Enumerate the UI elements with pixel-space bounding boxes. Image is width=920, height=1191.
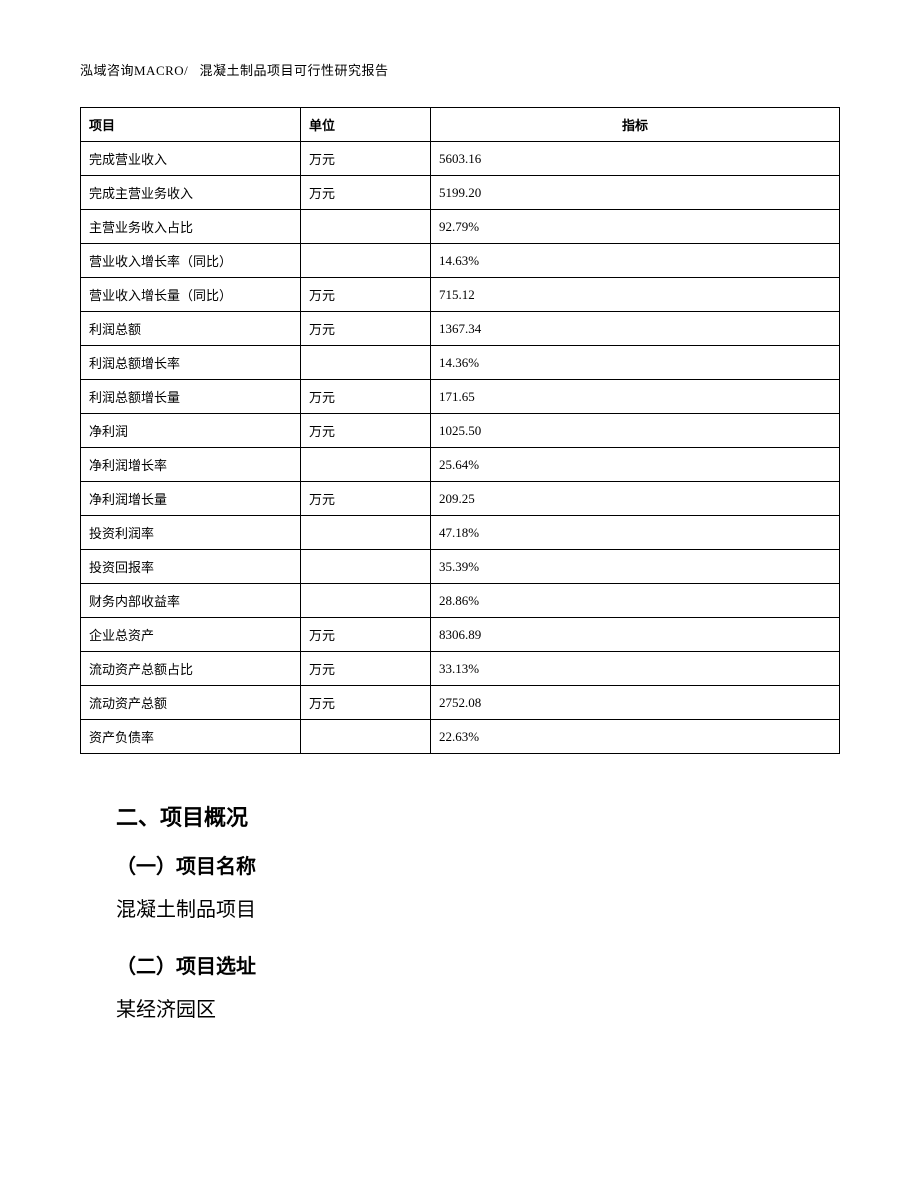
table-row: 流动资产总额占比万元33.13%: [81, 652, 840, 686]
cell-value: 1025.50: [431, 414, 840, 448]
cell-value: 14.36%: [431, 346, 840, 380]
cell-item: 利润总额增长率: [81, 346, 301, 380]
cell-unit: [301, 720, 431, 754]
table-row: 投资利润率 47.18%: [81, 516, 840, 550]
cell-unit: [301, 550, 431, 584]
section-2-2-body: 某经济园区: [116, 993, 840, 1022]
table-row: 企业总资产万元8306.89: [81, 618, 840, 652]
cell-value: 209.25: [431, 482, 840, 516]
table-body: 完成营业收入万元5603.16 完成主营业务收入万元5199.20 主营业务收入…: [81, 142, 840, 754]
cell-item: 利润总额增长量: [81, 380, 301, 414]
table-header-row: 项目 单位 指标: [81, 108, 840, 142]
cell-unit: [301, 584, 431, 618]
cell-item: 投资回报率: [81, 550, 301, 584]
table-row: 营业收入增长量（同比）万元715.12: [81, 278, 840, 312]
cell-value: 14.63%: [431, 244, 840, 278]
cell-value: 35.39%: [431, 550, 840, 584]
col-header-value: 指标: [431, 108, 840, 142]
cell-unit: 万元: [301, 482, 431, 516]
cell-value: 22.63%: [431, 720, 840, 754]
cell-item: 利润总额: [81, 312, 301, 346]
table-row: 净利润万元1025.50: [81, 414, 840, 448]
cell-value: 33.13%: [431, 652, 840, 686]
table-row: 主营业务收入占比 92.79%: [81, 210, 840, 244]
cell-item: 资产负债率: [81, 720, 301, 754]
col-header-item: 项目: [81, 108, 301, 142]
cell-unit: 万元: [301, 142, 431, 176]
cell-unit: 万元: [301, 278, 431, 312]
cell-unit: 万元: [301, 312, 431, 346]
cell-unit: 万元: [301, 176, 431, 210]
cell-item: 主营业务收入占比: [81, 210, 301, 244]
cell-unit: [301, 210, 431, 244]
cell-item: 投资利润率: [81, 516, 301, 550]
cell-value: 47.18%: [431, 516, 840, 550]
cell-value: 8306.89: [431, 618, 840, 652]
table-row: 净利润增长量万元209.25: [81, 482, 840, 516]
table-row: 投资回报率 35.39%: [81, 550, 840, 584]
cell-unit: [301, 244, 431, 278]
cell-unit: 万元: [301, 380, 431, 414]
table-row: 资产负债率 22.63%: [81, 720, 840, 754]
table-row: 净利润增长率 25.64%: [81, 448, 840, 482]
section-2-1-heading: （一）项目名称: [116, 850, 840, 879]
table-row: 利润总额增长量万元171.65: [81, 380, 840, 414]
cell-unit: 万元: [301, 686, 431, 720]
cell-value: 5199.20: [431, 176, 840, 210]
document-page: 泓域咨询MACRO/ 混凝土制品项目可行性研究报告 项目 单位 指标 完成营业收…: [0, 0, 920, 1191]
table-row: 财务内部收益率 28.86%: [81, 584, 840, 618]
section-2-2-heading: （二）项目选址: [116, 950, 840, 979]
table-row: 完成营业收入万元5603.16: [81, 142, 840, 176]
cell-item: 净利润增长量: [81, 482, 301, 516]
cell-unit: [301, 448, 431, 482]
financial-indicators-table: 项目 单位 指标 完成营业收入万元5603.16 完成主营业务收入万元5199.…: [80, 107, 840, 754]
cell-item: 企业总资产: [81, 618, 301, 652]
header-right: 混凝土制品项目可行性研究报告: [200, 63, 389, 78]
section-2-heading: 二、项目概况: [116, 800, 840, 832]
table-row: 利润总额万元1367.34: [81, 312, 840, 346]
cell-item: 流动资产总额占比: [81, 652, 301, 686]
cell-value: 1367.34: [431, 312, 840, 346]
cell-value: 715.12: [431, 278, 840, 312]
table-row: 流动资产总额万元2752.08: [81, 686, 840, 720]
cell-item: 净利润增长率: [81, 448, 301, 482]
cell-value: 92.79%: [431, 210, 840, 244]
page-header: 泓域咨询MACRO/ 混凝土制品项目可行性研究报告: [80, 60, 840, 79]
cell-item: 完成营业收入: [81, 142, 301, 176]
table-row: 营业收入增长率（同比） 14.63%: [81, 244, 840, 278]
cell-value: 28.86%: [431, 584, 840, 618]
cell-unit: [301, 346, 431, 380]
cell-unit: [301, 516, 431, 550]
cell-item: 净利润: [81, 414, 301, 448]
cell-item: 财务内部收益率: [81, 584, 301, 618]
section-2-1-body: 混凝土制品项目: [116, 893, 840, 922]
table-row: 利润总额增长率 14.36%: [81, 346, 840, 380]
cell-unit: 万元: [301, 414, 431, 448]
col-header-unit: 单位: [301, 108, 431, 142]
cell-item: 流动资产总额: [81, 686, 301, 720]
cell-item: 营业收入增长量（同比）: [81, 278, 301, 312]
cell-unit: 万元: [301, 652, 431, 686]
header-left: 泓域咨询MACRO/: [80, 63, 188, 78]
cell-value: 2752.08: [431, 686, 840, 720]
cell-value: 5603.16: [431, 142, 840, 176]
cell-value: 25.64%: [431, 448, 840, 482]
table-row: 完成主营业务收入万元5199.20: [81, 176, 840, 210]
cell-item: 营业收入增长率（同比）: [81, 244, 301, 278]
cell-item: 完成主营业务收入: [81, 176, 301, 210]
cell-unit: 万元: [301, 618, 431, 652]
cell-value: 171.65: [431, 380, 840, 414]
